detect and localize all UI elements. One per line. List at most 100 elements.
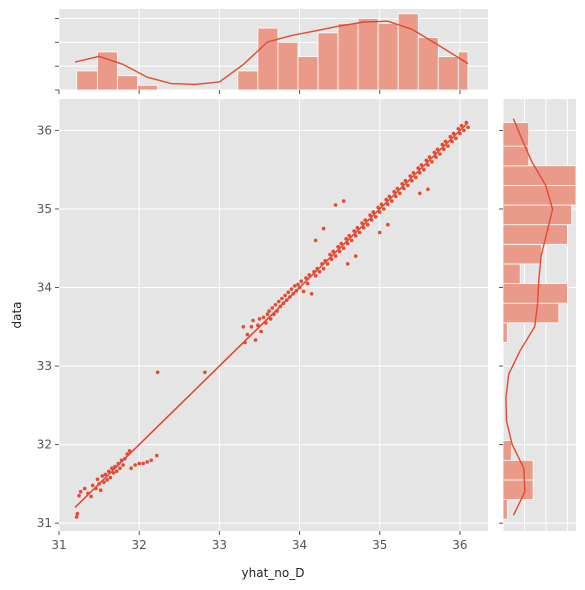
scatter-point-9 [95,477,100,482]
scatter-point-34 [149,458,153,463]
scatter-point-159 [353,254,358,258]
scatter-point-135 [430,160,434,164]
right-hist-bar-18 [502,145,530,167]
scatter-point-157 [341,199,346,203]
scatter-point-107 [373,215,378,219]
right-hist-bar-3 [502,440,512,461]
scatter-point-163 [426,187,430,192]
scatter-point-119 [398,191,402,196]
top-hist-bar-3 [137,84,159,91]
scatter-point-148 [456,127,461,131]
scatter-point-101 [361,226,366,230]
top-hist-bar-17 [417,37,439,91]
scatter-point-106 [371,210,376,214]
scatter-point-97 [353,233,358,238]
scatter-point-125 [410,178,414,183]
scatter-point-25 [121,463,125,467]
y-axis-ticks: 31 32 33 34 35 36 [37,123,59,530]
scatter-point-109 [377,210,382,214]
scatter-point-100 [360,221,364,225]
scatter-point-83 [325,262,330,266]
scatter-point-127 [414,175,418,180]
scatter-point-33 [145,460,149,464]
y-tick-label-2: 33 [37,359,52,373]
right-hist-bar-13 [502,243,543,265]
top-hist-bar-0 [76,70,98,91]
x-tick-label-0: 31 [51,538,66,552]
scatter-point-108 [376,205,380,210]
scatter-point-114 [387,194,392,199]
scatter-point-145 [450,139,454,144]
scatter-point-41 [249,325,254,329]
scatter-point-130 [419,163,424,167]
scatter-point-37 [203,370,207,375]
scatter-point-132 [424,158,429,163]
scatter-point-121 [402,186,406,191]
top-kde-curve [74,20,469,86]
scatter-point-6 [89,494,93,499]
scatter-point-49 [265,312,270,317]
y-tick-label-5: 36 [37,123,52,137]
scatter-point-134 [427,155,432,159]
top-hist-bar-14 [357,18,379,91]
scatter-point-161 [386,222,390,227]
x-tick-label-1: 32 [132,538,147,552]
scatter-point-15 [105,478,109,482]
scatter-point-1 [75,511,80,516]
scatter-point-2 [77,493,81,498]
scatter-point-133 [426,163,430,167]
top-hist-bar-11 [297,56,319,91]
scatter-point-70 [299,279,304,284]
scatter-point-137 [434,155,438,159]
x-axis-label: yhat_no_D [242,566,305,580]
top-hist-bar-15 [377,22,399,91]
scatter-point-131 [422,167,426,172]
scatter-point-3 [78,489,83,494]
scatter-point-85 [329,257,334,262]
scatter-point-116 [392,189,397,194]
right-kde-curve [505,118,554,516]
scatter-point-77 [313,273,318,278]
scatter-point-105 [369,218,374,222]
right-hist-bar-12 [502,263,521,284]
scatter-point-89 [337,249,342,254]
scatter-point-124 [408,174,413,178]
scatter-point-4 [82,486,87,491]
scatter-point-87 [333,254,338,258]
scatter-point-151 [462,128,466,133]
scatter-point-90 [339,241,344,246]
scatter-point-96 [352,229,356,233]
right-panel-ticks [499,129,503,524]
scatter-point-147 [454,136,458,141]
scatter-point-162 [418,191,422,196]
scatter-point-95 [349,238,354,243]
right-histogram-bars [502,122,577,520]
scatter-point-21 [114,469,119,474]
scatter-point-123 [406,183,410,188]
scatter-point-62 [286,290,291,295]
scatter-point-79 [317,270,322,274]
scatter-point-153 [466,125,470,130]
scatter-point-138 [435,147,440,152]
scatter-point-28 [127,449,132,453]
right-hist-bar-10 [502,302,560,324]
y-tick-label-0: 31 [37,516,52,530]
scatter-point-91 [341,246,346,250]
scatter-point-29 [129,466,133,471]
y-tick-label-3: 34 [37,281,52,295]
right-marginal-panel [499,99,577,531]
top-hist-bar-18 [437,56,459,91]
scatter-point-103 [365,222,370,227]
top-hist-bar-2 [117,75,138,91]
scatter-point-84 [328,252,332,257]
scatter-point-141 [442,147,446,152]
top-panel-ticks [55,18,461,94]
scatter-point-35 [155,453,159,458]
main-scatter-panel: 31 32 33 34 35 36 31 32 33 34 35 36 [37,99,488,552]
right-hist-bar-2 [502,459,534,481]
scatter-point-113 [386,202,390,207]
scatter-point-66 [292,284,297,288]
scatter-point-74 [307,273,312,277]
scatter-point-126 [411,171,416,175]
scatter-point-136 [432,150,437,155]
